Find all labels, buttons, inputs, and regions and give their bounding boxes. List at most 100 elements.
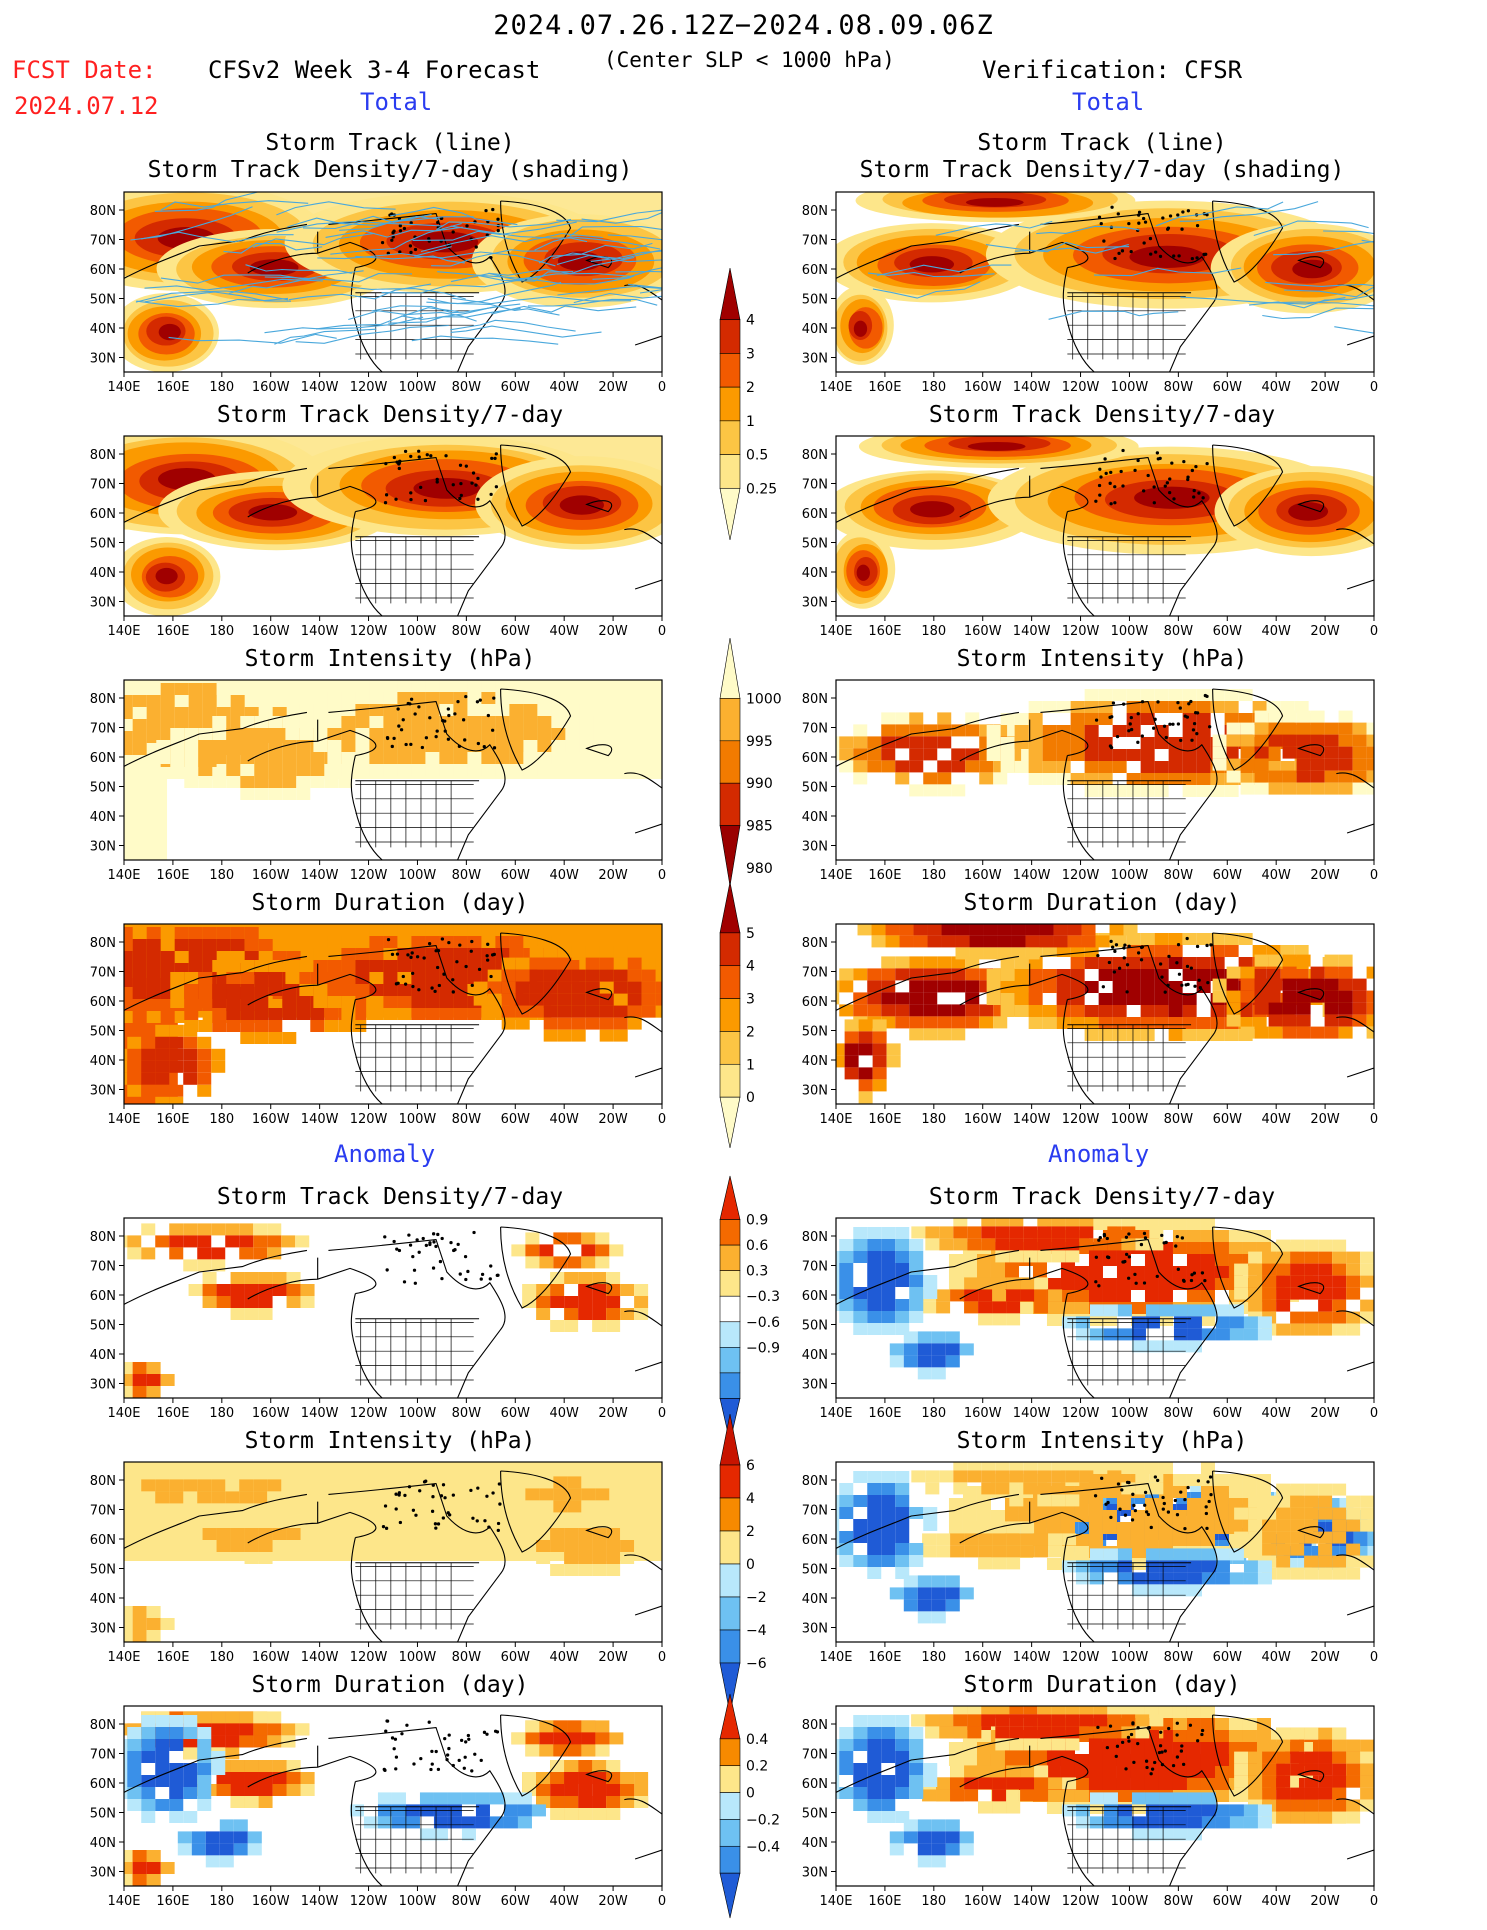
model-title: CFSv2 Week 3-4 Forecast [208,56,540,84]
shade-cell [523,716,537,728]
island-mark [398,467,400,469]
shade-cell [1332,1252,1346,1264]
island-mark [465,465,467,467]
shade-cell [225,1747,239,1759]
shade-cell [397,740,411,752]
shade-cell [572,1018,586,1030]
shade-cell [1145,1254,1159,1266]
shade-cell [254,1020,268,1032]
shade-cell [245,1552,259,1564]
shade-cell [1089,1266,1103,1278]
shade-cell [273,927,287,939]
shade-cell [1141,689,1155,701]
shade-cell [189,951,203,963]
lon-tick-label: 120W [1062,868,1100,883]
shade-cell [203,1296,217,1308]
island-mark [1124,1514,1126,1516]
shade-cell [197,1061,211,1073]
shade-cell [197,1479,211,1491]
lon-tick-label: 60W [1213,380,1243,395]
island-mark [426,454,428,456]
island-mark [1198,979,1200,981]
shade-cell [169,1235,183,1247]
island-mark [429,943,431,945]
shade-cell [937,736,951,748]
island-mark [438,984,440,986]
shade-cell [1107,1214,1121,1226]
shade-cell [49,731,63,743]
shade-cell [1239,689,1253,701]
shade-cell [397,996,411,1008]
shade-cell [949,1522,963,1534]
shade-cell [1090,1572,1104,1584]
island-mark [395,498,397,500]
shade-cell [979,1004,993,1016]
island-mark [442,1484,444,1486]
shade-cell [369,704,383,716]
island-mark [1124,944,1126,946]
shade-cell [1029,725,1043,737]
shade-cell [909,1263,923,1275]
shade-cell [1244,1328,1258,1340]
shade-cell [378,1816,392,1828]
shade-cell [946,1575,960,1587]
shade-cell [1159,1290,1173,1302]
shade-cell [1001,993,1015,1005]
island-mark [492,729,494,731]
island-mark [444,1738,446,1740]
island-mark [1210,1494,1212,1496]
lat-tick-label: 30N [90,1622,116,1637]
lon-tick-label: 40W [549,1112,579,1127]
shade-cell [63,743,77,755]
shade-cell [119,939,133,951]
shade-cell [923,1519,937,1531]
shade-cell [282,1008,296,1020]
shade-cell [937,760,951,772]
shade-cell [383,984,397,996]
island-mark [417,956,419,958]
lon-tick-label: 20W [1310,380,1340,395]
shade-cell [1103,1522,1117,1534]
shade-cell [245,1796,259,1808]
shade-cell [141,1751,155,1763]
shade-cell [240,740,254,752]
island-mark [460,483,462,485]
shade-cell [1234,1752,1248,1764]
island-mark [413,1763,415,1765]
island-mark [411,698,413,700]
island-mark [401,1733,403,1735]
island-mark [1157,701,1159,703]
shade-cell [1187,1254,1201,1266]
island-mark [410,492,412,494]
shade-cell [1197,785,1211,797]
shade-cell [77,963,91,975]
island-mark [1150,253,1152,255]
island-mark [1196,257,1198,259]
island-mark [415,1514,417,1516]
shade-cell [411,692,425,704]
shade-cell [1023,1470,1037,1482]
shade-cell [1304,1324,1318,1336]
shade-cell [299,716,313,728]
island-mark [1128,730,1130,732]
shade-cell [539,1488,553,1500]
lon-tick-label: 20W [1310,868,1340,883]
shade-cell [1054,923,1068,935]
island-mark [437,966,439,968]
shade-cell [169,1037,183,1049]
shade-cell [133,951,147,963]
lon-tick-label: 160E [868,1112,901,1127]
shade-cell [1075,1302,1089,1314]
shade-cell [268,728,282,740]
shade-cell [313,996,327,1008]
island-mark [1134,469,1136,471]
shade-cell [155,1799,169,1811]
shade-cell [995,1482,1009,1494]
island-mark [447,708,449,710]
shade-cell [873,1067,887,1079]
shade-cell [184,984,198,996]
lon-tick-label: 20W [598,380,628,395]
shade-cell [1318,1752,1332,1764]
